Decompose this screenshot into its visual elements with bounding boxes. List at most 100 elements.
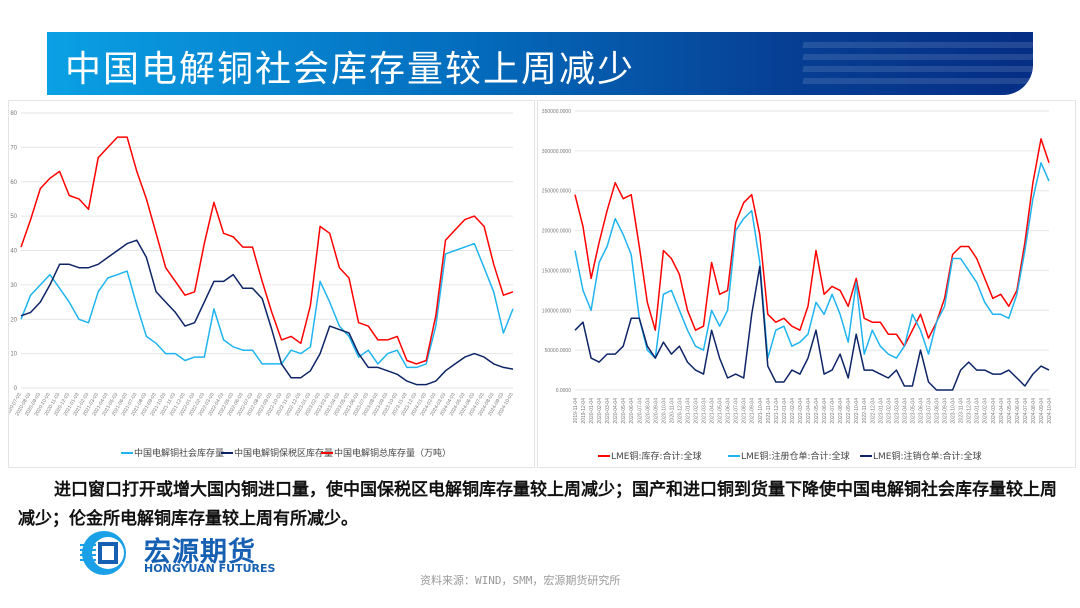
logo-text-cn: 宏源期货 [144,537,256,568]
x-tick-label: 2024-02-04 [983,398,989,424]
x-tick-label: 2021-01-04 [685,398,691,424]
x-tick-label: 2021-04-04 [710,398,716,424]
company-logo: 宏源期货 HONGYUAN FUTURES [74,530,314,576]
x-tick-label: 2023-09-04 [943,398,949,424]
series-line-1 [20,239,514,386]
y-tick-label: 50 [10,214,17,220]
x-tick-label: 2020-01-04 [589,398,595,424]
legend-label: LME铜:库存:合计:全球 [611,450,702,462]
x-tick-label: 2020-10-04 [661,398,667,424]
series-line-2 [20,136,514,365]
x-tick-label: 2024-06-04 [1015,398,1021,424]
x-tick-label: 2020-07-04 [637,398,643,424]
commentary-text: 进口窗口打开或增大国内铜进口量，使中国保税区电解铜库存量较上周减少；国产和进口铜… [18,480,1057,529]
x-tick-label: 2020-06-04 [629,398,635,424]
x-tick-label: 2022-12-04 [870,398,876,424]
x-tick-label: 2021-09-04 [750,398,756,424]
x-tick-label: 2021-10-04 [758,398,764,424]
x-tick-label: 2023-12-04 [967,398,973,424]
x-tick-label: 2023-06-04 [918,398,924,424]
y-tick-label: 50000.0000 [545,348,572,354]
x-tick-label: 2022-01-04 [782,398,788,424]
x-tick-label: 2020-11-04 [669,398,675,423]
y-tick-label: 80 [10,111,17,117]
x-tick-label: 2024-09-04 [1039,398,1045,424]
x-tick-label: 2021-12-04 [774,398,780,424]
x-tick-label: 2021-02-04 [694,398,700,424]
x-tick-label: 2024-10-04 [1047,398,1053,424]
logo-icon [80,531,126,575]
y-tick-label: 10 [10,352,17,358]
y-tick-label: 350000.0000 [542,109,571,115]
legend-label: LME铜:注销仓单:合计:全球 [873,450,982,462]
y-tick-label: 70 [10,145,17,151]
x-tick-label: 2023-11-04 [959,398,965,423]
x-tick-label: 2024-04-04 [999,398,1005,424]
x-tick-label: 2020-12-04 [677,398,683,424]
x-tick-label: 2020-02-04 [597,398,603,424]
x-tick-label: 2021-08-04 [742,398,748,424]
x-tick-label: 2024-07-04 [1023,398,1029,424]
legend-label: 中国电解铜保税区库存量 [234,447,333,459]
x-tick-label: 2021-07-04 [734,398,740,424]
x-tick-label: 2024-03-04 [991,398,997,424]
x-tick-label: 2023-03-04 [894,398,900,424]
x-tick-label: 2022-04-04 [806,398,812,424]
x-tick-label: 2020-09-04 [653,398,659,424]
y-tick-label: 0.0000 [556,388,572,394]
series-line-2 [574,265,1050,391]
y-tick-label: 300000.0000 [542,149,571,155]
x-tick-label: 2022-03-04 [798,398,804,424]
lme-inventory-chart: 0.0000 50000.0000 100000.0000 150000.0000 20… [537,100,1076,468]
legend-label: 中国电解铜总库存量（万吨） [334,447,451,459]
x-tick-label: 2023-01-04 [878,398,884,424]
series-line-0 [20,242,514,369]
source-note: 资料来源：WIND，SMM，宏源期货研究所 [420,574,621,587]
x-tick-label: 2019-12-04 [581,398,587,424]
x-tick-label: 2021-11-04 [766,398,772,423]
y-tick-label: 40 [10,249,17,255]
x-tick-label: 2022-08-04 [838,398,844,424]
x-tick-label: 2020-08-04 [645,398,651,424]
series-line-0 [574,138,1050,347]
x-tick-label: 2023-07-04 [926,398,932,424]
x-tick-label: 2022-06-04 [822,398,828,424]
x-tick-label: 2020-04-04 [613,398,619,424]
x-tick-label: 2023-05-04 [910,398,916,424]
y-tick-label: 150000.0000 [542,268,571,274]
y-tick-label: 30 [10,283,17,289]
x-tick-label: 2023-02-04 [886,398,892,424]
legend-label: LME铜:注册仓单:合计:全球 [741,450,850,462]
chart-svg: 0.0000 50000.0000 100000.0000 150000.0000 20… [542,109,1053,462]
x-tick-label: 2024-08-04 [1031,398,1037,424]
x-tick-label: 2021-05-04 [718,398,724,424]
x-tick-label: 2024-05-04 [1007,398,1013,424]
x-tick-label: 2019-11-04 [573,398,579,423]
x-tick-label: 2023-04-04 [902,398,908,424]
x-tick-label: 2022-10-04 [854,398,860,424]
x-tick-label: 2022-07-04 [830,398,836,424]
x-tick-label: 2020-03-04 [605,398,611,424]
logo-text-en: HONGYUAN FUTURES [144,562,276,575]
y-tick-label: 60 [10,180,17,186]
y-tick-label: 250000.0000 [542,189,571,195]
x-tick-label: 2024-01-04 [975,398,981,424]
china-inventory-chart: 0 10 20 30 40 50 60 70 80 2020-07-03 2020-08-03 202… [8,100,535,468]
y-tick-label: 100000.0000 [542,308,571,314]
x-tick-label: 2020-05-04 [621,398,627,424]
y-tick-label: 0 [14,386,18,392]
x-tick-label: 2021-03-04 [702,398,708,424]
x-tick-label: 2022-05-04 [814,398,820,424]
x-tick-label: 2023-08-04 [935,398,941,424]
x-tick-label: 2022-02-04 [790,398,796,424]
legend-label: 中国电解铜社会库存量 [134,447,224,459]
x-tick-label: 2022-09-04 [846,398,852,424]
y-tick-label: 200000.0000 [542,229,571,235]
chart-svg: 010203040506070802020-07-032020-08-03202… [9,111,515,459]
x-tick-label: 2022-11-04 [862,398,868,423]
title-banner: 中国电解铜社会库存量较上周减少 [47,32,1033,95]
x-tick-label: 2021-06-04 [726,398,732,424]
x-tick-label: 2023-10-04 [951,398,957,424]
page-title: 中国电解铜社会库存量较上周减少 [65,49,636,90]
y-tick-label: 20 [10,317,17,323]
